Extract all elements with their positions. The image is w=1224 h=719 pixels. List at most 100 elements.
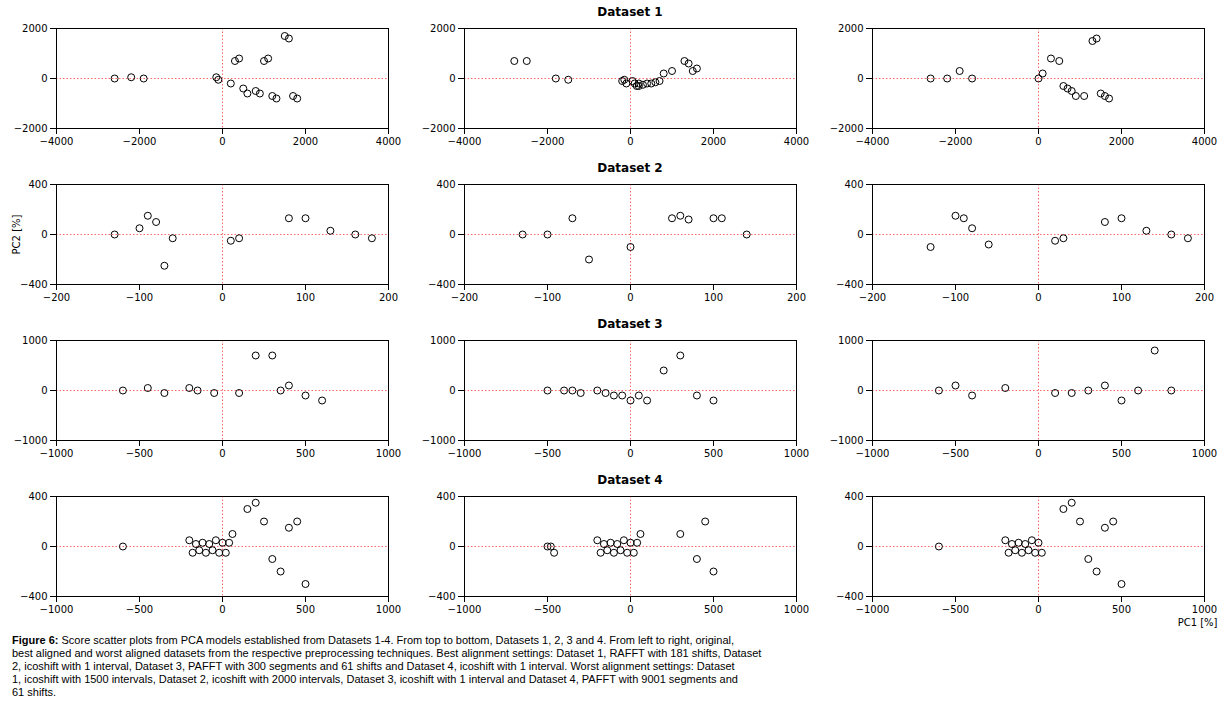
svg-text:400: 400 [436,491,455,502]
svg-text:0: 0 [627,292,633,303]
svg-text:−100: −100 [534,292,561,303]
svg-text:500: 500 [1112,604,1131,615]
svg-text:0: 0 [219,136,225,147]
svg-text:−2000: −2000 [830,123,864,134]
svg-text:2000: 2000 [838,23,863,34]
svg-text:0: 0 [219,448,225,459]
svg-text:0: 0 [1035,136,1041,147]
svg-text:0: 0 [627,604,633,615]
svg-text:2000: 2000 [430,23,455,34]
svg-text:0: 0 [857,229,863,240]
svg-text:0: 0 [449,385,455,396]
svg-text:−400: −400 [836,591,863,602]
html-text:Figure 6: Score scatter plots: Figure 6: Score scatter plots from PCA m… [12,634,762,698]
svg-text:0: 0 [627,448,633,459]
svg-text:400: 400 [844,179,863,190]
svg-text:PC2 [%]: PC2 [%] [11,214,22,254]
svg-text:−2000: −2000 [531,136,565,147]
svg-text:−1000: −1000 [830,435,864,446]
svg-text:−1000: −1000 [40,604,74,615]
svg-text:−400: −400 [20,279,47,290]
svg-text:400: 400 [844,491,863,502]
svg-text:2000: 2000 [701,136,726,147]
svg-text:−4000: −4000 [448,136,482,147]
svg-text:2000: 2000 [293,136,318,147]
svg-text:−500: −500 [534,448,561,459]
svg-text:−400: −400 [428,279,455,290]
svg-text:100: 100 [704,292,723,303]
svg-text:0: 0 [449,73,455,84]
svg-text:200: 200 [787,292,806,303]
svg-text:−100: −100 [126,292,153,303]
svg-text:400: 400 [28,491,47,502]
svg-text:0: 0 [449,229,455,240]
svg-text:−1000: −1000 [422,435,456,446]
svg-text:1000: 1000 [22,335,47,346]
svg-text:0: 0 [857,385,863,396]
svg-text:−500: −500 [126,604,153,615]
svg-text:−200: −200 [451,292,478,303]
svg-text:0: 0 [219,292,225,303]
svg-text:0: 0 [1035,292,1041,303]
svg-text:200: 200 [379,292,398,303]
svg-text:1000: 1000 [376,448,401,459]
svg-text:500: 500 [296,604,315,615]
svg-text:500: 500 [1112,448,1131,459]
svg-text:−500: −500 [942,604,969,615]
svg-text:−1000: −1000 [448,448,482,459]
svg-text:1000: 1000 [1192,604,1217,615]
svg-text:−2000: −2000 [123,136,157,147]
svg-text:−500: −500 [126,448,153,459]
svg-text:1000: 1000 [376,604,401,615]
svg-text:0: 0 [449,541,455,552]
svg-text:500: 500 [296,448,315,459]
svg-text:100: 100 [296,292,315,303]
svg-text:100: 100 [1112,292,1131,303]
svg-text:4000: 4000 [784,136,809,147]
svg-text:200: 200 [1195,292,1214,303]
svg-text:−100: −100 [942,292,969,303]
svg-text:−1000: −1000 [40,448,74,459]
svg-text:−200: −200 [859,292,886,303]
svg-text:−400: −400 [836,279,863,290]
svg-text:−2000: −2000 [422,123,456,134]
svg-text:0: 0 [41,385,47,396]
svg-text:−400: −400 [20,591,47,602]
svg-text:400: 400 [28,179,47,190]
svg-text:1000: 1000 [784,448,809,459]
svg-text:500: 500 [704,604,723,615]
svg-text:PC1 [%]: PC1 [%] [1178,617,1218,628]
svg-text:4000: 4000 [376,136,401,147]
svg-text:0: 0 [627,136,633,147]
svg-text:1000: 1000 [1192,448,1217,459]
svg-text:−500: −500 [534,604,561,615]
svg-text:2000: 2000 [22,23,47,34]
svg-text:−1000: −1000 [856,604,890,615]
svg-text:0: 0 [41,229,47,240]
svg-text:0: 0 [1035,604,1041,615]
svg-text:−500: −500 [942,448,969,459]
svg-text:1000: 1000 [784,604,809,615]
svg-text:0: 0 [1035,448,1041,459]
svg-text:−4000: −4000 [40,136,74,147]
svg-text:−2000: −2000 [14,123,48,134]
svg-text:−200: −200 [43,292,70,303]
svg-text:−400: −400 [428,591,455,602]
svg-text:1000: 1000 [430,335,455,346]
svg-text:0: 0 [41,73,47,84]
svg-text:0: 0 [857,541,863,552]
svg-text:500: 500 [704,448,723,459]
svg-text:1000: 1000 [838,335,863,346]
svg-text:−2000: −2000 [939,136,973,147]
svg-text:−1000: −1000 [14,435,48,446]
svg-text:0: 0 [219,604,225,615]
svg-text:0: 0 [857,73,863,84]
svg-text:400: 400 [436,179,455,190]
svg-text:0: 0 [41,541,47,552]
svg-text:−1000: −1000 [448,604,482,615]
svg-text:2000: 2000 [1109,136,1134,147]
svg-text:−4000: −4000 [856,136,890,147]
svg-text:4000: 4000 [1192,136,1217,147]
svg-text:−1000: −1000 [856,448,890,459]
html-text:Dataset 1: Dataset 1 [597,5,663,19]
